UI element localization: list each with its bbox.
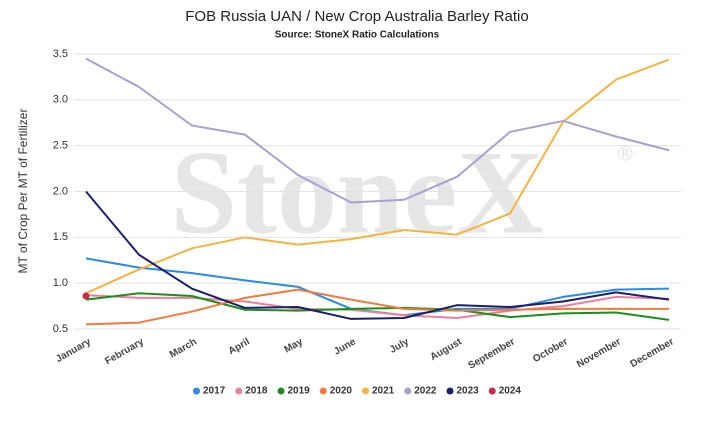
series-line bbox=[85, 190, 670, 320]
legend-marker bbox=[362, 387, 369, 395]
legend-label: 2022 bbox=[414, 386, 437, 397]
x-tick-label: January bbox=[54, 336, 93, 365]
x-tick-label: February bbox=[103, 336, 146, 367]
legend-marker bbox=[277, 387, 285, 395]
watermark-mark: ® bbox=[618, 143, 633, 165]
series-line bbox=[85, 57, 670, 204]
legend-marker bbox=[446, 387, 454, 395]
chart-subtitle: Source: StoneX Ratio Calculations bbox=[275, 30, 440, 41]
y-tick-label: 3.0 bbox=[53, 94, 68, 106]
x-tick-label: July bbox=[388, 336, 411, 356]
x-tick-label: November bbox=[575, 336, 623, 370]
legend-label: 2019 bbox=[288, 386, 311, 397]
y-axis-label: MT of Crop Per MT of Fertilizer bbox=[16, 109, 30, 274]
series-line bbox=[85, 294, 670, 319]
legend-label: 2024 bbox=[499, 386, 522, 397]
x-tick-label: June bbox=[332, 336, 358, 357]
watermark: StoneX bbox=[170, 126, 543, 259]
x-tick-label: April bbox=[227, 336, 252, 357]
x-tick-label: October bbox=[531, 336, 570, 365]
y-tick-label: 2.0 bbox=[53, 185, 68, 197]
legend-label: 2018 bbox=[245, 386, 268, 397]
legend-marker bbox=[235, 387, 243, 395]
x-tick-label: September bbox=[467, 336, 517, 371]
series-line bbox=[85, 58, 670, 295]
legend-marker bbox=[488, 387, 496, 395]
series-line bbox=[85, 257, 670, 317]
y-tick-label: 0.5 bbox=[53, 323, 68, 335]
legend-label: 2017 bbox=[203, 386, 226, 397]
x-tick-label: March bbox=[168, 336, 199, 360]
legend-label: 2021 bbox=[372, 386, 395, 397]
series-line bbox=[85, 292, 670, 321]
legend-marker bbox=[319, 387, 327, 395]
legend-label: 2023 bbox=[457, 386, 480, 397]
y-tick-label: 3.5 bbox=[53, 48, 68, 60]
x-tick-label: December bbox=[628, 336, 675, 370]
x-tick-label: August bbox=[428, 336, 464, 363]
y-tick-label: 1.5 bbox=[53, 231, 68, 243]
x-tick-label: May bbox=[282, 336, 305, 355]
y-tick-label: 1.0 bbox=[53, 277, 68, 289]
legend-label: 2020 bbox=[330, 386, 353, 397]
chart-title: FOB Russia UAN / New Crop Australia Barl… bbox=[185, 8, 528, 25]
series-line bbox=[85, 288, 669, 326]
legend-marker bbox=[193, 387, 200, 395]
point bbox=[82, 292, 90, 300]
legend-marker bbox=[404, 387, 412, 395]
y-tick-label: 2.5 bbox=[53, 140, 68, 152]
